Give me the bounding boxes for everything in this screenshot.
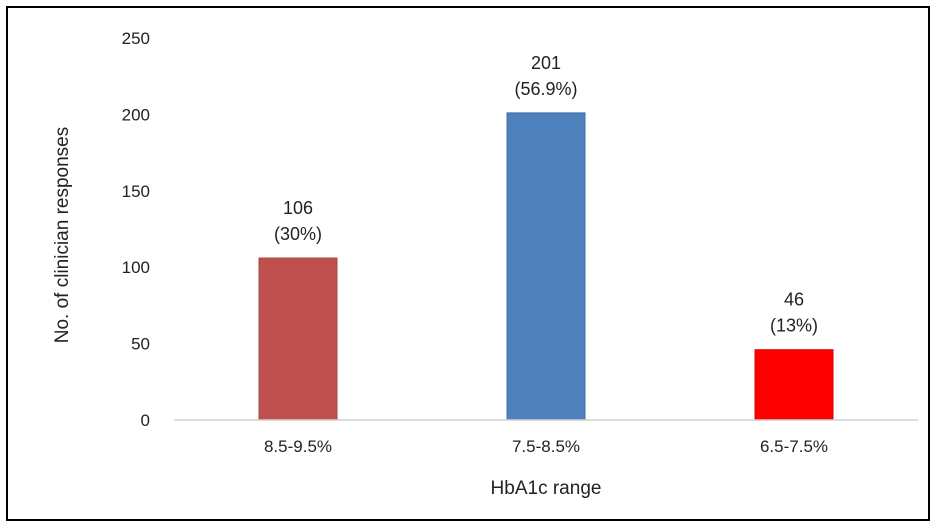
data-label-percent: (13%)	[770, 316, 818, 336]
y-tick-label: 150	[122, 182, 150, 201]
data-label-count: 46	[784, 290, 804, 310]
x-axis-title: HbA1c range	[491, 478, 602, 499]
y-tick-label: 100	[122, 258, 150, 277]
bars	[258, 112, 834, 421]
y-axis-ticks: 0 50 100 150 200 250	[122, 29, 150, 430]
data-label-percent: (56.9%)	[514, 79, 577, 99]
chart-frame	[6, 6, 930, 521]
x-tick-label: 6.5-7.5%	[760, 437, 828, 456]
x-axis-ticks: 8.5-9.5% 7.5-8.5% 6.5-7.5%	[264, 437, 828, 456]
y-axis-title: No. of clinician responses	[52, 127, 73, 344]
x-tick-label: 8.5-9.5%	[264, 437, 332, 456]
y-tick-label: 50	[131, 335, 150, 354]
bar-6.5-7.5%	[754, 349, 834, 421]
data-label-count: 201	[531, 53, 561, 73]
data-labels: 106 (30%) 201 (56.9%) 46 (13%)	[274, 53, 818, 336]
data-label-percent: (30%)	[274, 224, 322, 244]
bar-8.5-9.5%	[258, 257, 338, 421]
y-tick-label: 250	[122, 29, 150, 48]
y-tick-label: 200	[122, 105, 150, 124]
data-label-count: 106	[283, 198, 313, 218]
x-tick-label: 7.5-8.5%	[512, 437, 580, 456]
bar-7.5-8.5%	[506, 112, 586, 421]
y-tick-label: 0	[141, 411, 150, 430]
